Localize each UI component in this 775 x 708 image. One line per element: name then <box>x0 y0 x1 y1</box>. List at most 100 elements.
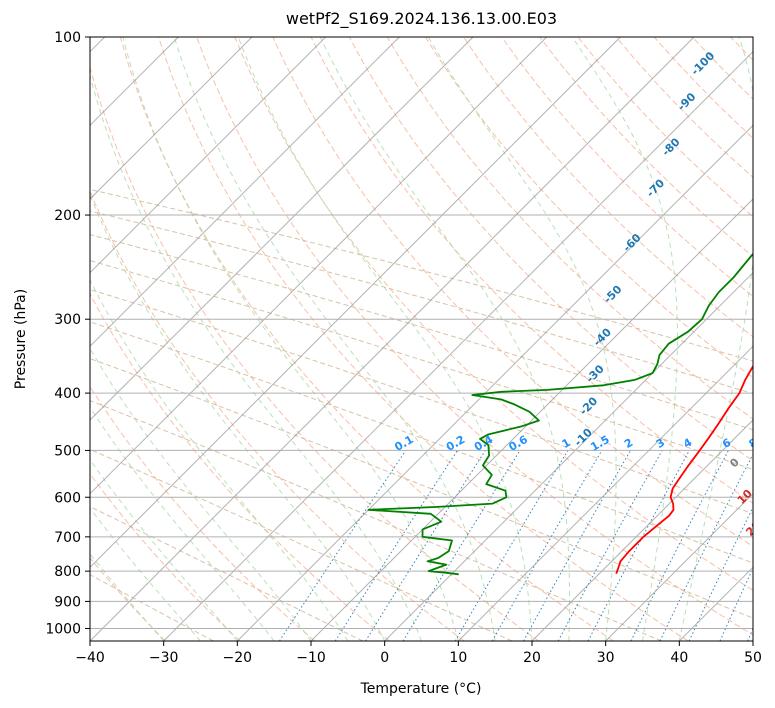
isotherm-line <box>90 37 253 200</box>
moist-adiabat-line <box>427 37 617 641</box>
y-tick-label: 700 <box>54 530 81 546</box>
y-axis-label: Pressure (hPa) <box>13 289 29 389</box>
thetae-line <box>90 321 753 564</box>
dry-adiabat-line <box>348 37 753 462</box>
dry-adiabat-line <box>90 557 166 641</box>
mixing-ratio-label: 10 <box>770 434 775 453</box>
thetae-line <box>90 210 753 395</box>
dry-adiabat-line <box>234 37 753 591</box>
mixing-ratio-line <box>747 627 753 641</box>
isotherm-value-label: -50 <box>601 283 624 306</box>
dry-adiabat-line <box>90 472 241 641</box>
moist-adiabat-line <box>237 37 533 641</box>
x-tick-label: 0 <box>380 650 389 666</box>
moist-adiabat-line <box>319 37 570 641</box>
isotherm-line <box>752 640 753 641</box>
mixing-ratio-label: 6 <box>720 436 733 451</box>
y-tick-label: 500 <box>54 443 81 459</box>
dry-adiabat-line <box>158 37 689 641</box>
mixing-ratio-line <box>587 450 690 641</box>
thetae-line <box>0 37 64 641</box>
isotherm-line <box>678 566 753 641</box>
moist-adiabat-line <box>571 37 678 641</box>
mixing-ratio-line <box>659 453 753 641</box>
y-axis: 1000 900 800 700 600 500 400 300 200 100 <box>45 30 90 637</box>
y-tick-label: 100 <box>54 30 81 46</box>
dry-adiabat-line <box>90 385 316 641</box>
adiabat-value-label: 20 <box>743 519 763 539</box>
dry-adiabat-line <box>691 37 753 100</box>
isotherm-value-label: -100 <box>689 49 718 78</box>
moist-adiabat-line <box>90 553 165 641</box>
isotherm-line <box>457 345 753 641</box>
moist-adiabat-line <box>90 347 312 641</box>
data-series <box>367 252 753 576</box>
x-tick-label: −20 <box>223 650 253 666</box>
mixing-ratio-line <box>688 506 753 641</box>
thetae-line <box>90 234 753 431</box>
x-tick-label: −30 <box>149 650 179 666</box>
x-tick-label: −10 <box>296 650 326 666</box>
isotherm-value-label: -80 <box>659 135 682 158</box>
x-tick-label: 10 <box>449 650 467 666</box>
dewpoint-profile-line <box>367 252 753 576</box>
mixing-ratio-line <box>278 450 407 641</box>
isotherm-line <box>90 37 548 495</box>
reference-lines: -100-90-80-70-60-50-40-30-20-100.1 0.2 0.4… <box>0 37 775 641</box>
moist-adiabat-line <box>122 37 459 641</box>
mixing-ratio-line <box>630 450 729 641</box>
chart-title: wetPf2_S169.2024.136.13.00.E03 <box>285 9 558 28</box>
x-tick-label: 20 <box>523 650 541 666</box>
isotherm-value-label: -30 <box>584 362 607 385</box>
isotherm-value-label: -20 <box>577 394 600 417</box>
y-tick-label: 900 <box>54 594 81 610</box>
dry-adiabat-line <box>119 37 614 641</box>
isotherm-line <box>384 271 753 641</box>
moist-adiabat-line <box>90 458 238 641</box>
isotherm-line <box>236 124 753 641</box>
adiabat-value-label: 40 <box>762 581 775 601</box>
x-tick-label: 30 <box>597 650 615 666</box>
dry-adiabat-line <box>463 37 753 338</box>
isotherm-line <box>605 492 753 641</box>
isotherm-line <box>90 37 621 569</box>
dry-adiabat-line <box>310 37 753 504</box>
dry-adiabat-line <box>501 37 753 298</box>
thetae-line <box>90 400 662 641</box>
mixing-ratio-line <box>557 450 663 641</box>
plot-frame <box>89 36 754 642</box>
isotherm-line <box>90 37 474 421</box>
moist-adiabat-line <box>90 73 422 641</box>
y-tick-label: 300 <box>54 312 81 328</box>
mixing-ratio-line <box>402 450 521 641</box>
y-tick-label: 600 <box>54 490 81 506</box>
dry-adiabat-line <box>90 65 540 641</box>
adiabat-value-label: 30 <box>751 552 771 572</box>
thetae-line <box>90 288 753 515</box>
mixing-ratio-label: 2 <box>622 436 635 451</box>
y-tick-label: 1000 <box>45 621 81 637</box>
y-tick-label: 400 <box>54 386 81 402</box>
y-tick-label: 200 <box>54 208 81 224</box>
x-tick-label: −40 <box>75 650 105 666</box>
dry-adiabat-line <box>653 37 753 139</box>
dry-adiabat-line <box>90 190 465 641</box>
x-axis: −40 −30 −20 −10 0 10 20 30 40 50 <box>75 641 762 666</box>
moist-adiabat-line <box>90 507 201 641</box>
mixing-ratio-label: 3 <box>654 436 667 451</box>
dry-adiabat-line <box>272 37 753 547</box>
temperature-profile-line <box>615 364 753 575</box>
dry-adiabat-line <box>769 37 775 641</box>
thetae-line <box>90 260 753 471</box>
isotherm-line <box>163 50 753 641</box>
isotherm-value-label: -40 <box>591 325 614 348</box>
thetae-line <box>90 574 214 641</box>
moist-adiabat-line <box>173 37 496 641</box>
mixing-ratio-line <box>334 450 458 641</box>
thetae-line <box>90 188 753 362</box>
adiabat-value-label: 0 <box>727 455 742 470</box>
isotherm-line <box>310 198 753 641</box>
x-tick-label: 40 <box>670 650 688 666</box>
y-tick-label: 800 <box>54 564 81 580</box>
